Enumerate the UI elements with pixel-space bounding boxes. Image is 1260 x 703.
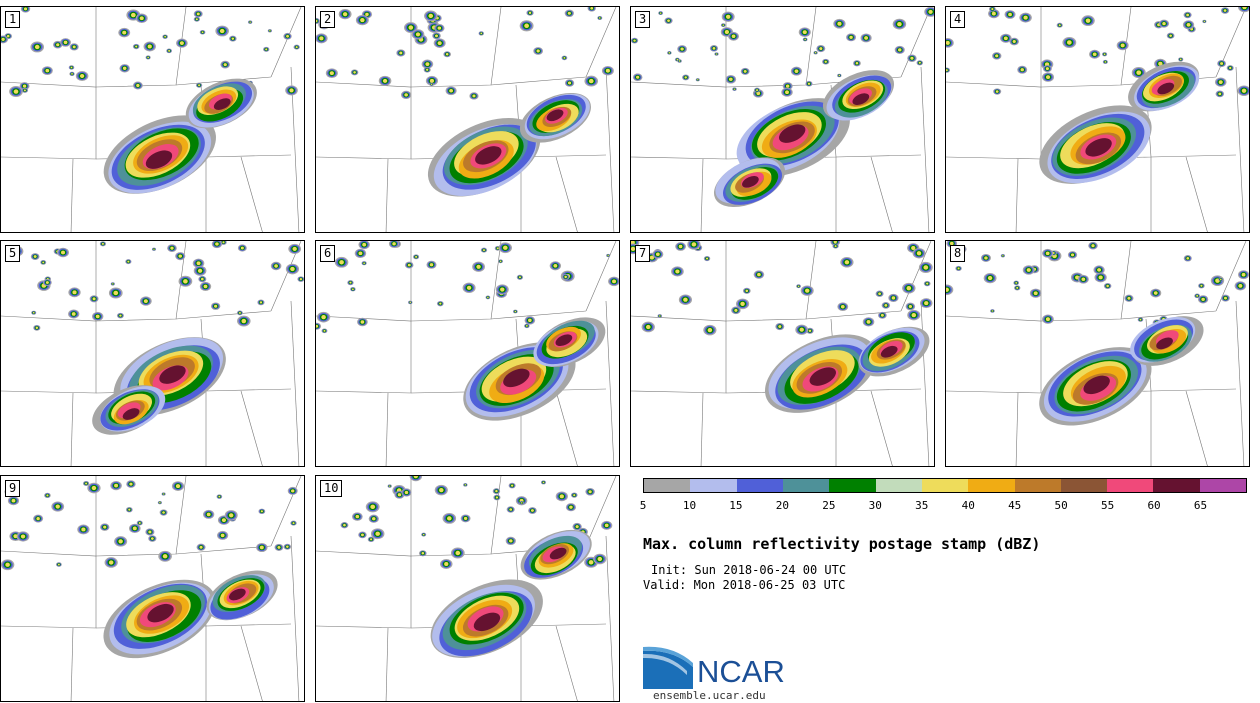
member-label: 3 xyxy=(635,11,651,28)
colorbar-segment xyxy=(1153,479,1200,492)
stamp-panel-1: 1 xyxy=(0,6,305,233)
reflectivity-map xyxy=(946,7,1249,232)
colorbar-tick-label: 10 xyxy=(682,499,697,512)
colorbar-tick-label: 30 xyxy=(868,499,882,512)
stamp-panel-3: 3 xyxy=(630,6,935,233)
colorbar-segment xyxy=(1199,479,1247,492)
member-label: 1 xyxy=(5,11,21,28)
reflectivity-map xyxy=(316,241,619,466)
ncar-logo-text: NCAR xyxy=(697,654,785,689)
colorbar-tick-label: 60 xyxy=(1147,499,1161,512)
reflectivity-map xyxy=(1,7,302,232)
colorbar-tick-label: 35 xyxy=(915,499,929,512)
stamp-panel-6: 6 xyxy=(315,240,620,467)
reflectivity-map xyxy=(316,7,617,232)
stamp-panel-2: 2 xyxy=(315,6,620,233)
colorbar-segment xyxy=(690,479,737,492)
colorbar-segment xyxy=(1060,479,1108,492)
member-label: 9 xyxy=(5,480,21,497)
colorbar-segment xyxy=(782,479,830,492)
figure-title: Max. column reflectivity postage stamp (… xyxy=(643,535,1041,553)
reflectivity-map xyxy=(1,241,304,466)
colorbar-segment xyxy=(1014,479,1061,492)
valid-time: Valid: Mon 2018-06-25 03 UTC xyxy=(643,578,846,592)
colorbar-segment xyxy=(875,479,922,492)
member-label: 2 xyxy=(320,11,336,28)
stamp-panel-10: 10 xyxy=(315,475,620,702)
ncar-logo-icon xyxy=(643,646,693,689)
stamp-panel-4: 4 xyxy=(945,6,1250,233)
colorbar-tick-label: 20 xyxy=(775,499,789,512)
member-label: 10 xyxy=(320,480,343,497)
reflectivity-colorbar xyxy=(643,478,1247,493)
reflectivity-map xyxy=(631,7,934,232)
colorbar-tick-label: 40 xyxy=(961,499,975,512)
colorbar-segment xyxy=(1107,479,1154,492)
website-text: ensemble.ucar.edu xyxy=(653,689,766,702)
colorbar-tick-label: 55 xyxy=(1100,499,1115,512)
stamp-panel-9: 9 xyxy=(0,475,305,702)
reflectivity-map xyxy=(946,241,1249,466)
colorbar-segment xyxy=(829,479,876,492)
colorbar-tick-label: 50 xyxy=(1054,499,1068,512)
init-time: Init: Sun 2018-06-24 00 UTC xyxy=(651,563,847,577)
colorbar-tick-label: 5 xyxy=(639,499,647,512)
stamp-panel-5: 5 xyxy=(0,240,305,467)
reflectivity-map xyxy=(631,241,933,466)
colorbar-segment xyxy=(968,479,1015,492)
member-label: 7 xyxy=(635,245,651,262)
member-label: 4 xyxy=(950,11,966,28)
reflectivity-map xyxy=(316,476,617,701)
member-label: 6 xyxy=(320,245,336,262)
colorbar-tick-label: 15 xyxy=(729,499,743,512)
member-label: 8 xyxy=(950,245,966,262)
colorbar-segment xyxy=(921,479,969,492)
member-label: 5 xyxy=(5,245,21,262)
colorbar-segment xyxy=(736,479,783,492)
colorbar-tick-label: 65 xyxy=(1193,499,1208,512)
stamp-panel-7: 7 xyxy=(630,240,935,467)
colorbar-tick-label: 25 xyxy=(822,499,836,512)
reflectivity-map xyxy=(1,476,302,701)
stamp-panel-8: 8 xyxy=(945,240,1250,467)
colorbar-tick-label: 45 xyxy=(1008,499,1022,512)
colorbar-segment xyxy=(644,479,691,492)
